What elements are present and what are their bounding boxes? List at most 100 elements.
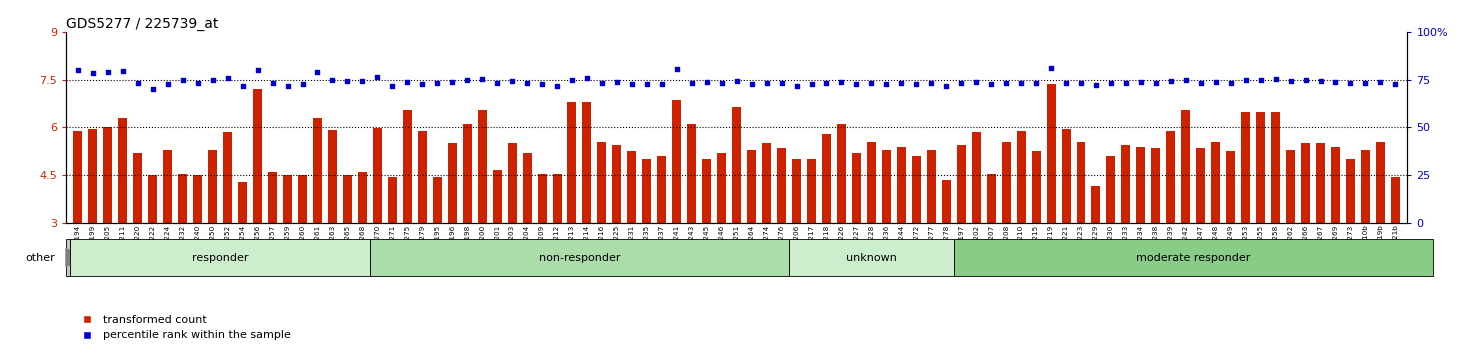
- Bar: [328, 130, 337, 223]
- Point: [905, 82, 928, 87]
- Bar: [254, 89, 262, 223]
- Bar: [1032, 152, 1041, 223]
- Bar: [1001, 142, 1010, 223]
- Bar: [1331, 147, 1340, 223]
- Bar: [104, 127, 113, 223]
- Bar: [598, 142, 607, 223]
- Bar: [1167, 131, 1176, 223]
- Bar: [777, 148, 786, 223]
- Bar: [897, 147, 906, 223]
- Point: [336, 79, 359, 84]
- Bar: [1211, 142, 1220, 223]
- Point: [396, 79, 419, 85]
- Point: [500, 79, 523, 84]
- Point: [1353, 81, 1377, 86]
- Point: [1218, 81, 1242, 86]
- Bar: [418, 131, 427, 223]
- Bar: [1300, 143, 1311, 223]
- Point: [290, 82, 314, 87]
- Text: other: other: [25, 252, 56, 263]
- Bar: [369, 239, 789, 276]
- Point: [815, 81, 839, 86]
- Bar: [1271, 112, 1280, 223]
- Bar: [447, 143, 457, 223]
- Bar: [223, 132, 232, 223]
- Bar: [432, 177, 441, 223]
- Point: [276, 83, 299, 89]
- Text: GDS5277 / 225739_at: GDS5277 / 225739_at: [66, 17, 218, 31]
- Bar: [657, 156, 667, 223]
- Bar: [133, 153, 142, 223]
- Bar: [866, 142, 875, 223]
- Bar: [732, 107, 742, 223]
- Point: [635, 82, 658, 87]
- Point: [1309, 79, 1333, 84]
- Bar: [194, 175, 202, 223]
- Point: [531, 82, 554, 87]
- Point: [591, 81, 614, 86]
- Point: [875, 82, 899, 87]
- Point: [1278, 79, 1302, 84]
- Point: [155, 82, 179, 87]
- Point: [306, 69, 330, 75]
- Point: [890, 81, 913, 86]
- Point: [516, 80, 539, 86]
- Point: [66, 67, 89, 73]
- Point: [800, 82, 824, 87]
- Bar: [1136, 147, 1145, 223]
- Text: responder: responder: [192, 252, 248, 263]
- Bar: [1286, 150, 1294, 223]
- Bar: [941, 180, 951, 223]
- Bar: [1346, 159, 1355, 223]
- Bar: [298, 175, 306, 223]
- Bar: [343, 175, 352, 223]
- Point: [261, 80, 284, 86]
- Point: [141, 86, 164, 92]
- Bar: [1151, 148, 1161, 223]
- Bar: [837, 124, 846, 223]
- Point: [1069, 81, 1092, 86]
- Bar: [70, 239, 369, 276]
- Bar: [762, 143, 771, 223]
- Bar: [642, 159, 651, 223]
- Point: [740, 82, 764, 87]
- Point: [471, 76, 494, 82]
- Bar: [1047, 85, 1056, 223]
- Point: [1114, 80, 1138, 86]
- Bar: [717, 153, 726, 223]
- Bar: [388, 177, 397, 223]
- Point: [1100, 81, 1123, 86]
- Bar: [789, 239, 954, 276]
- Point: [186, 81, 210, 86]
- Point: [172, 78, 195, 83]
- Point: [1369, 79, 1393, 85]
- Point: [979, 82, 1003, 87]
- Bar: [822, 134, 831, 223]
- Bar: [627, 152, 636, 223]
- Point: [1160, 79, 1183, 84]
- Bar: [463, 124, 472, 223]
- Point: [126, 80, 150, 86]
- Bar: [119, 118, 128, 223]
- Point: [485, 81, 509, 86]
- Bar: [1242, 112, 1250, 223]
- Point: [1010, 81, 1034, 86]
- Point: [350, 79, 374, 84]
- Bar: [852, 153, 861, 223]
- Bar: [1360, 150, 1369, 223]
- Point: [950, 81, 973, 86]
- Bar: [179, 174, 188, 223]
- Bar: [688, 124, 696, 223]
- Point: [440, 79, 463, 85]
- Point: [680, 80, 704, 86]
- Bar: [237, 182, 248, 223]
- Bar: [972, 132, 981, 223]
- Bar: [954, 239, 1432, 276]
- Point: [321, 77, 345, 82]
- Point: [1174, 77, 1198, 82]
- Bar: [358, 172, 366, 223]
- Point: [994, 80, 1017, 86]
- Bar: [1316, 143, 1325, 223]
- Bar: [478, 110, 487, 223]
- Bar: [1256, 112, 1265, 223]
